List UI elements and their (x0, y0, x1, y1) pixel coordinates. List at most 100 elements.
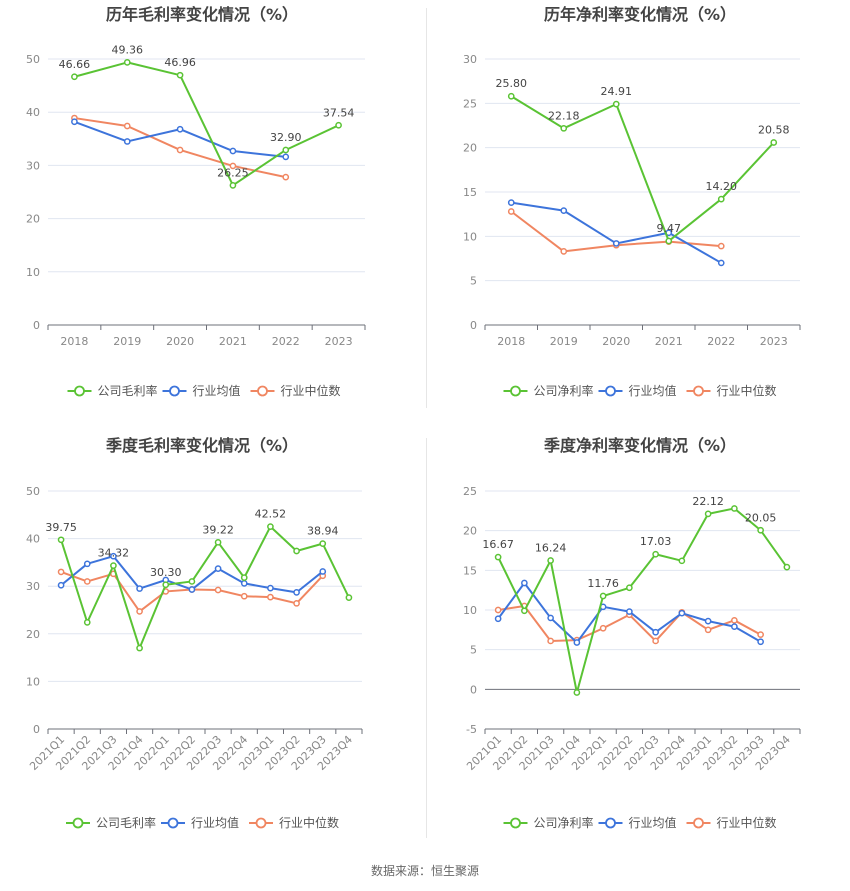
legend-label: 行业均值 (629, 815, 677, 830)
company-data-point (731, 505, 738, 512)
industry-median-data-point (652, 637, 659, 645)
x-tick-label: 2021 (219, 335, 247, 348)
x-tick-label: 2023 (760, 335, 788, 348)
company-data-point (293, 547, 300, 555)
industry-median-data-point (282, 173, 290, 181)
industry-avg-data-point (83, 560, 91, 568)
chart-title: 历年净利率变化情况（%） (544, 5, 736, 24)
industry-avg-data-point (123, 138, 131, 145)
y-tick-label: 25 (463, 485, 477, 498)
data-label: 49.36 (112, 43, 144, 56)
industry-avg-data-point (110, 552, 117, 560)
legend-marker (510, 385, 521, 397)
industry-avg-data-point (214, 565, 222, 572)
company-data-point (319, 540, 327, 547)
data-source-footer: 数据来源：恒生聚源 (370, 864, 479, 878)
industry-median-data-point (494, 606, 502, 614)
chart-title: 历年毛利率变化情况（%） (106, 5, 298, 24)
chart-quarterly-gross-margin: 季度毛利率变化情况（%） 0 10 20 30 40 50 2021Q1 2021Q2 2021Q… (0, 430, 425, 860)
legend-marker (605, 817, 616, 829)
company-data-point (57, 536, 65, 544)
industry-avg-data-point (573, 639, 581, 646)
industry-median-data-point (731, 616, 738, 624)
x-tick-label: 2018 (497, 335, 525, 348)
legend-marker (167, 817, 179, 829)
legend-marker (257, 385, 268, 397)
company-data-point (599, 592, 607, 600)
industry-avg-data-point (731, 623, 738, 631)
y-tick-label: 20 (26, 628, 40, 641)
industry-median-data-point (136, 608, 143, 615)
industry-avg-series-line (511, 201, 722, 264)
industry-avg-data-point (176, 125, 184, 133)
y-tick-label: 10 (26, 266, 40, 279)
y-tick-label: 0 (470, 319, 477, 332)
company-data-point (547, 557, 554, 564)
industry-avg-data-point (188, 586, 196, 593)
company-legend-item: 公司净利率 (503, 815, 594, 830)
legend-marker (169, 385, 180, 397)
legend-marker (693, 817, 704, 829)
industry-median-data-point (560, 248, 568, 255)
chart-annual-net-margin: 历年净利率变化情况（%） 0 5 10 15 20 25 30 2018 2019 2020 2021… (425, 0, 850, 440)
company-data-point (214, 538, 222, 546)
industry-median-data-point (717, 242, 725, 250)
legend-marker (74, 385, 85, 397)
y-tick-label: 40 (26, 106, 40, 119)
y-tick-label: 20 (463, 142, 477, 155)
y-tick-label: 0 (33, 723, 40, 736)
chart-title: 季度净利率变化情况（%） (543, 436, 736, 455)
y-tick-label: 15 (463, 186, 477, 199)
x-tick-label: 2022 (707, 335, 735, 348)
company-series-line (510, 95, 775, 243)
data-label: 11.76 (587, 577, 619, 590)
data-label: 46.96 (164, 56, 196, 69)
legend-label: 行业中位数 (717, 383, 777, 398)
industry-avg-data-point (547, 614, 554, 622)
data-label: 22.12 (692, 495, 724, 508)
data-label: 38.94 (307, 525, 339, 538)
y-tick-label: 0 (470, 683, 477, 696)
industry-median-legend-item: 行业中位数 (249, 815, 339, 830)
industry-median-data-point (507, 208, 515, 215)
industry-avg-data-point (560, 207, 568, 214)
vertical-divider-bottom (426, 438, 427, 838)
data-label: 17.03 (640, 535, 672, 548)
company-data-point (521, 607, 528, 615)
data-label: 39.22 (202, 523, 234, 536)
data-label: 32.90 (270, 131, 302, 144)
company-series-line (74, 61, 340, 187)
legend-label: 公司毛利率 (98, 383, 158, 398)
legend-marker (510, 817, 521, 829)
y-tick-label: 10 (463, 604, 477, 617)
x-tick-label: 2020 (166, 335, 194, 348)
industry-avg-data-point (507, 199, 515, 206)
company-data-point (188, 578, 196, 585)
industry-avg-data-point (717, 259, 725, 267)
industry-median-data-point (123, 122, 131, 130)
company-series-line (497, 507, 788, 694)
company-data-point (783, 563, 791, 571)
chart-annual-gross-margin: 历年毛利率变化情况（%） 0 10 20 30 40 50 2018 2019 2020 2021 2… (0, 0, 425, 440)
y-tick-label: 20 (26, 213, 40, 226)
industry-avg-data-point (521, 579, 528, 587)
plot-area: 季度净利率变化情况（%）-505101520252021Q12021Q22021… (463, 436, 801, 830)
industry-avg-data-point (71, 118, 78, 126)
data-label: 20.58 (758, 124, 790, 137)
chart-quarterly-net-margin: 季度净利率变化情况（%） -5 0 5 10 15 20 25 2021Q1 2021Q2 2021… (425, 430, 850, 860)
legend-label: 行业均值 (629, 383, 677, 398)
company-data-point (110, 562, 117, 569)
y-tick-label: 5 (470, 275, 477, 288)
industry-median-data-point (757, 631, 764, 638)
x-tick-label: 2021 (655, 335, 683, 348)
x-tick-label: 2020 (602, 335, 630, 348)
y-tick-label: -5 (466, 723, 477, 736)
industry-median-legend-item: 行业中位数 (686, 383, 777, 398)
company-data-point (665, 237, 673, 245)
legend-marker (255, 817, 267, 829)
industry-avg-data-point (757, 638, 764, 646)
industry-median-data-point (83, 578, 91, 585)
x-tick-label: 2019 (550, 335, 578, 348)
industry-avg-legend-item: 行业均值 (161, 815, 239, 830)
data-label: 16.24 (535, 541, 567, 554)
